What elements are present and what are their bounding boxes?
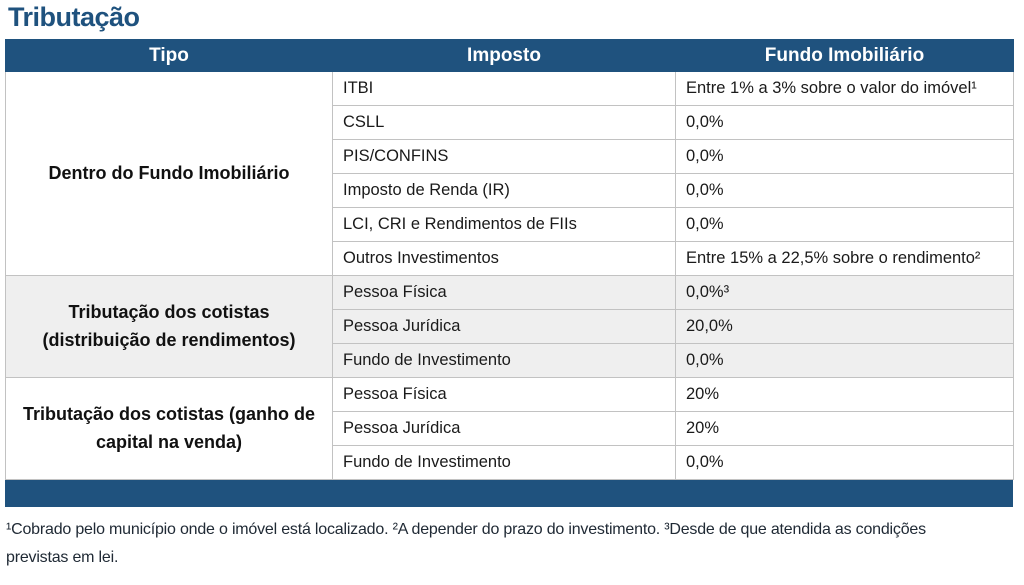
table-row: CSLL 0,0%: [6, 105, 1014, 140]
valor-cell: Entre 1% a 3% sobre o valor do imóvel¹: [675, 71, 1014, 106]
valor-cell: 20,0%: [675, 309, 1014, 344]
taxation-table: Tipo Imposto Fundo Imobiliário Dentro do…: [5, 39, 1014, 480]
valor-cell: 0,0%: [675, 173, 1014, 208]
table-row: Imposto de Renda (IR) 0,0%: [6, 173, 1014, 208]
valor-cell: 0,0%: [675, 445, 1014, 480]
page-title: Tributação: [8, 2, 140, 32]
valor-cell: 0,0%: [675, 105, 1014, 140]
column-header-tipo: Tipo: [5, 39, 333, 72]
table-row: PIS/CONFINS 0,0%: [6, 139, 1014, 174]
imposto-cell: PIS/CONFINS: [332, 139, 676, 174]
valor-cell: 0,0%: [675, 343, 1014, 378]
table-row: Fundo de Investimento 0,0%: [6, 343, 1014, 378]
imposto-cell: Outros Investimentos: [332, 241, 676, 276]
table-row: Tributação dos cotistas (distribuição de…: [5, 275, 1014, 378]
imposto-cell: Fundo de Investimento: [332, 445, 676, 480]
valor-cell: 20%: [675, 377, 1014, 412]
valor-cell: 0,0%: [675, 139, 1014, 174]
table-row: Tributação dos cotistas (ganho de capita…: [5, 377, 1014, 480]
group-label-distribuicao-rendimentos: Tributação dos cotistas (distribuição de…: [5, 275, 333, 378]
group-label-dentro-do-fundo: Dentro do Fundo Imobiliário: [5, 71, 333, 276]
valor-cell: 20%: [675, 411, 1014, 446]
table-row: Outros Investimentos Entre 15% a 22,5% s…: [6, 241, 1014, 276]
column-header-imposto: Imposto: [332, 39, 676, 72]
valor-cell: 0,0%: [675, 207, 1014, 242]
imposto-cell: Fundo de Investimento: [332, 343, 676, 378]
table-row: LCI, CRI e Rendimentos de FIIs 0,0%: [6, 207, 1014, 242]
imposto-cell: Pessoa Jurídica: [332, 411, 676, 446]
valor-cell: 0,0%³: [675, 275, 1014, 310]
column-header-fundo-imobiliario: Fundo Imobiliário: [675, 39, 1014, 72]
imposto-cell: Pessoa Física: [332, 377, 676, 412]
footnotes: ¹Cobrado pelo município onde o imóvel es…: [6, 521, 926, 566]
table-row: Fundo de Investimento 0,0%: [6, 445, 1014, 480]
group-label-ganho-de-capital: Tributação dos cotistas (ganho de capita…: [5, 377, 333, 480]
valor-cell: Entre 15% a 22,5% sobre o rendimento²: [675, 241, 1014, 276]
imposto-cell: Pessoa Física: [332, 275, 676, 310]
imposto-cell: ITBI: [332, 71, 676, 106]
table-footer-band: [5, 480, 1013, 507]
imposto-cell: LCI, CRI e Rendimentos de FIIs: [332, 207, 676, 242]
table-row: Pessoa Jurídica 20,0%: [6, 309, 1014, 344]
imposto-cell: CSLL: [332, 105, 676, 140]
header-row: Tipo Imposto Fundo Imobiliário: [5, 39, 1014, 72]
table-row: Pessoa Jurídica 20%: [6, 411, 1014, 446]
imposto-cell: Pessoa Jurídica: [332, 309, 676, 344]
table-row: Dentro do Fundo Imobiliário ITBI Entre 1…: [5, 71, 1014, 276]
imposto-cell: Imposto de Renda (IR): [332, 173, 676, 208]
